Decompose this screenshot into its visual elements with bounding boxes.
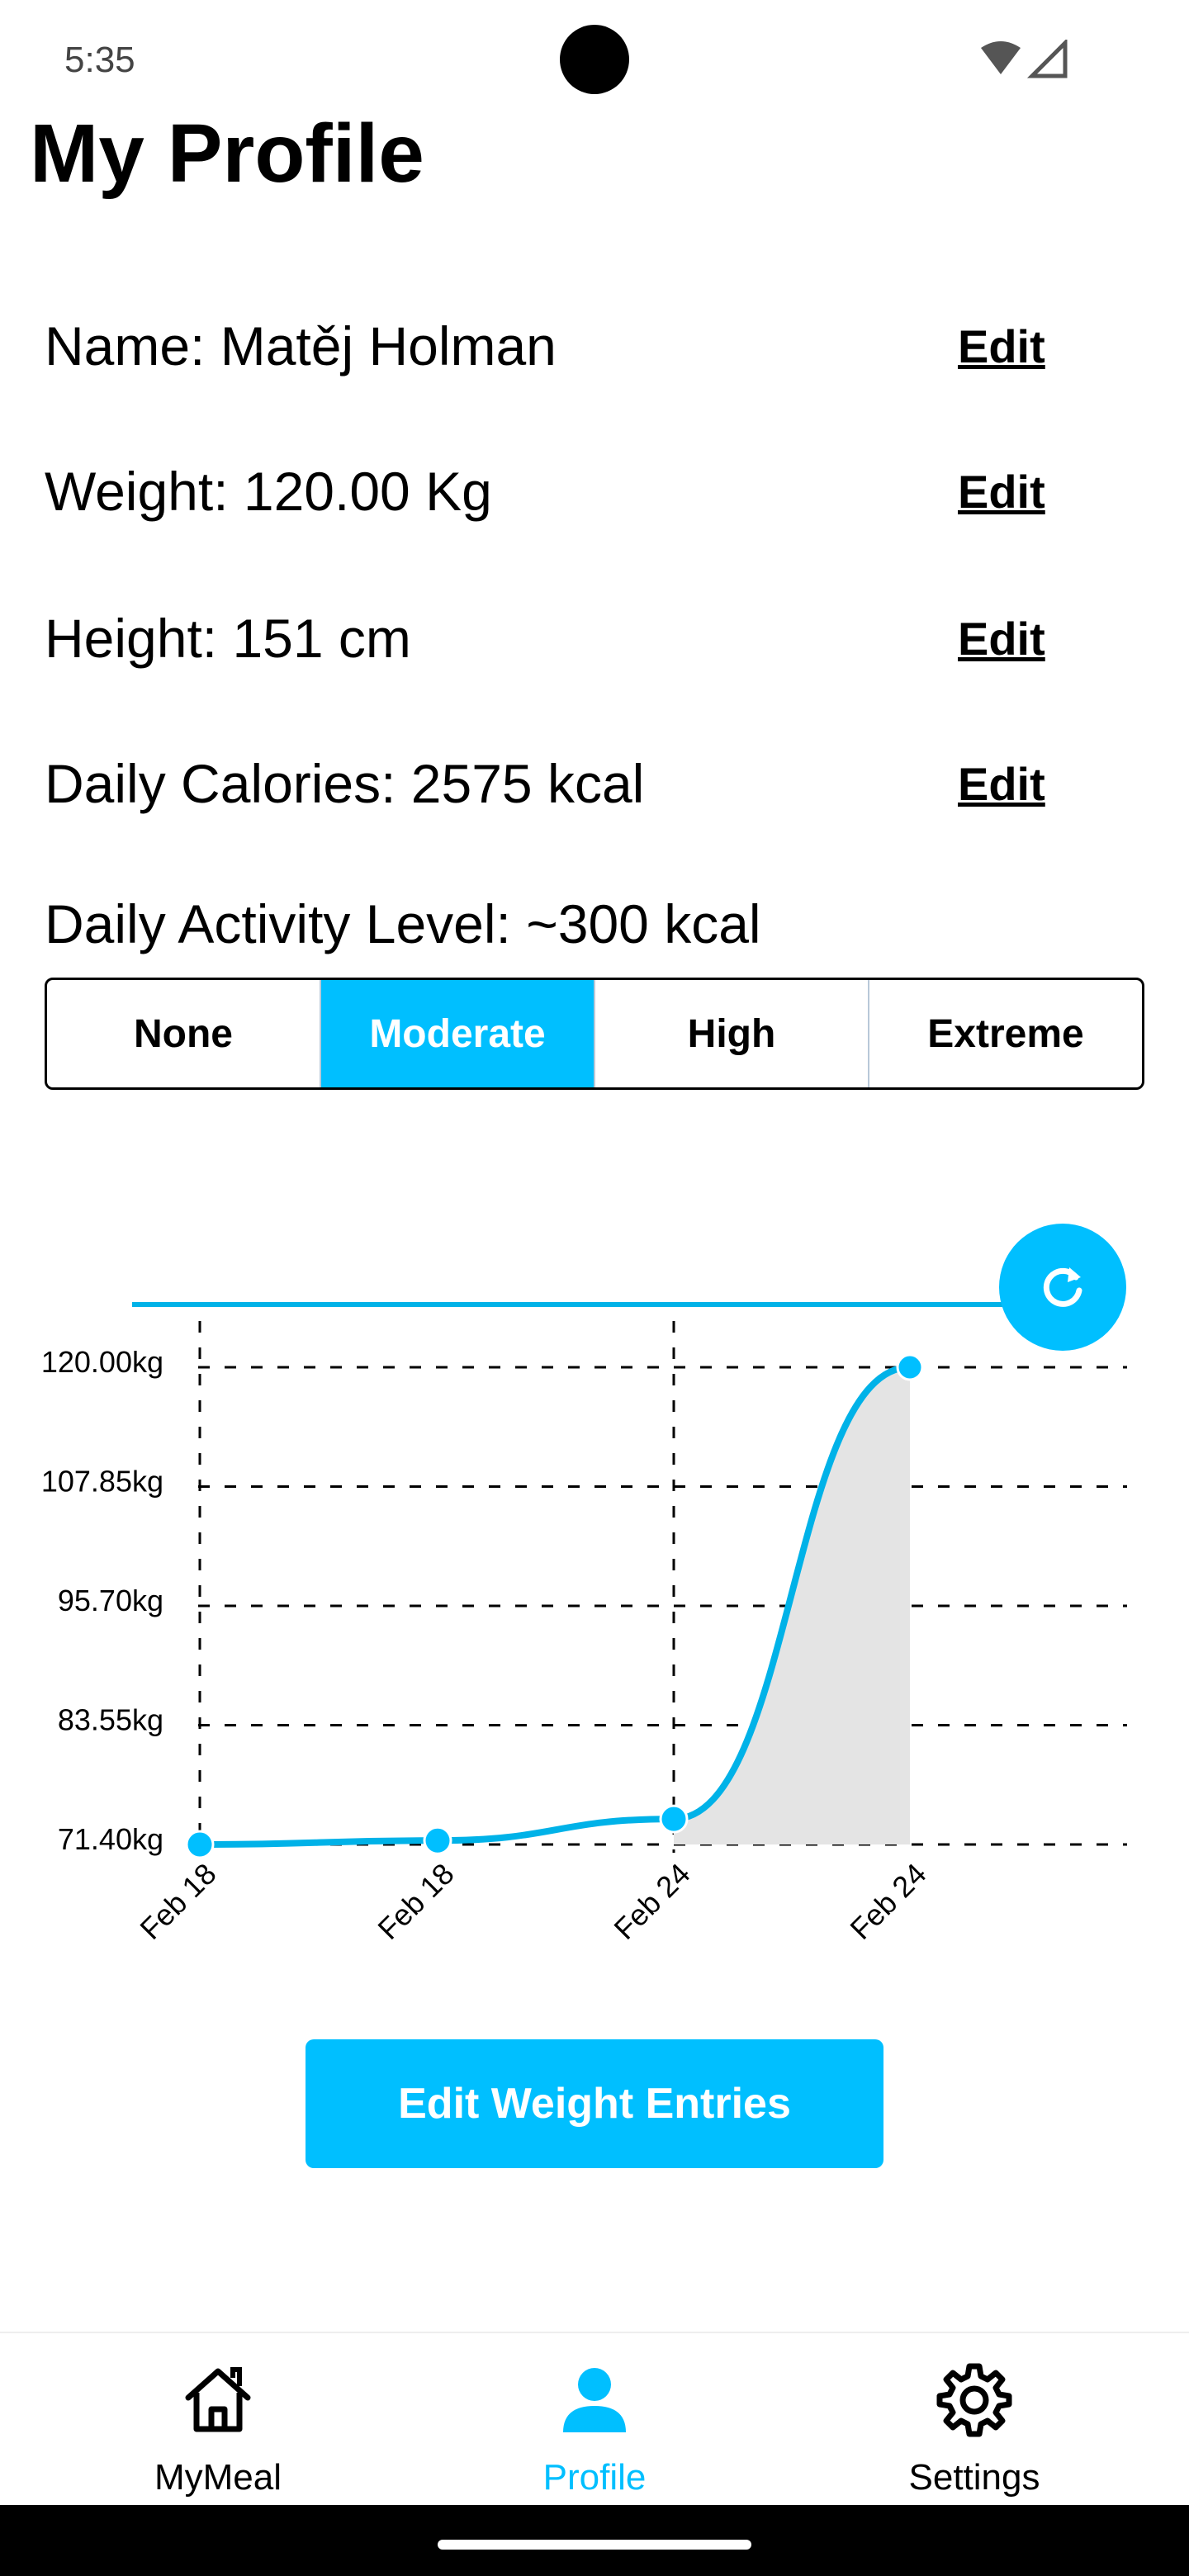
activity-extreme-option[interactable]: Extreme xyxy=(927,1011,1084,1056)
page-title: My Profile xyxy=(30,107,424,200)
edit-weight-entries-button[interactable]: Edit Weight Entries xyxy=(306,2039,883,2168)
data-point[interactable] xyxy=(423,1825,452,1855)
weight-label: Weight: 120.00 Kg xyxy=(45,461,492,522)
ytick-label: 107.85kg xyxy=(41,1465,163,1499)
nav-profile[interactable]: Profile xyxy=(471,2333,718,2507)
xtick-label: Feb 18 xyxy=(133,1857,222,1946)
signal-icon xyxy=(1026,40,1068,78)
xtick-label: Feb 24 xyxy=(607,1857,696,1946)
status-icons xyxy=(981,40,1068,78)
person-icon xyxy=(563,2368,626,2432)
edit-name-button[interactable]: Edit xyxy=(958,320,1045,372)
status-time: 5:35 xyxy=(64,40,135,80)
gear-icon xyxy=(936,2363,1012,2437)
edit-height-button[interactable]: Edit xyxy=(958,613,1045,665)
home-indicator[interactable] xyxy=(438,2540,751,2550)
wifi-icon xyxy=(981,41,1021,74)
ytick-label: 71.40kg xyxy=(58,1822,163,1856)
activity-none-option[interactable]: None xyxy=(47,980,321,1087)
name-label: Name: Matěj Holman xyxy=(45,315,557,376)
nav-settings-label: Settings xyxy=(908,2457,1040,2498)
nav-mymeal-label: MyMeal xyxy=(154,2457,282,2498)
nav-mymeal[interactable]: MyMeal xyxy=(94,2333,342,2507)
data-point[interactable] xyxy=(659,1804,689,1834)
refresh-chart-button[interactable] xyxy=(999,1224,1126,1351)
refresh-icon xyxy=(1043,1267,1082,1307)
activity-high-option[interactable]: High xyxy=(595,980,869,1087)
nav-settings[interactable]: Settings xyxy=(850,2333,1098,2507)
edit-weight-button[interactable]: Edit xyxy=(958,466,1045,518)
weight-line xyxy=(197,1364,913,1848)
activity-moderate-option[interactable]: Moderate xyxy=(321,980,595,1087)
ytick-label: 120.00kg xyxy=(41,1345,163,1379)
xtick-label: Feb 18 xyxy=(371,1857,460,1946)
activity-label: Daily Activity Level: ~300 kcal xyxy=(45,893,761,954)
edit-calories-button[interactable]: Edit xyxy=(958,758,1045,810)
camera-cutout xyxy=(560,25,629,94)
activity-level-selector: None Moderate High Extreme xyxy=(45,978,1144,1090)
bottom-navigation: MyMeal Profile Settings xyxy=(0,2332,1189,2507)
calories-label: Daily Calories: 2575 kcal xyxy=(45,753,645,814)
nav-profile-label: Profile xyxy=(542,2457,647,2498)
data-point[interactable] xyxy=(896,1353,924,1381)
ytick-label: 83.55kg xyxy=(58,1703,163,1737)
weight-chart: 120.00kg 107.85kg 95.70kg 83.55kg 71.40kg Fe… xyxy=(41,1302,1127,1946)
ytick-label: 95.70kg xyxy=(58,1584,163,1617)
home-icon xyxy=(185,2367,251,2432)
xtick-label: Feb 24 xyxy=(843,1857,932,1946)
height-label: Height: 151 cm xyxy=(45,608,411,669)
data-point[interactable] xyxy=(185,1830,215,1859)
